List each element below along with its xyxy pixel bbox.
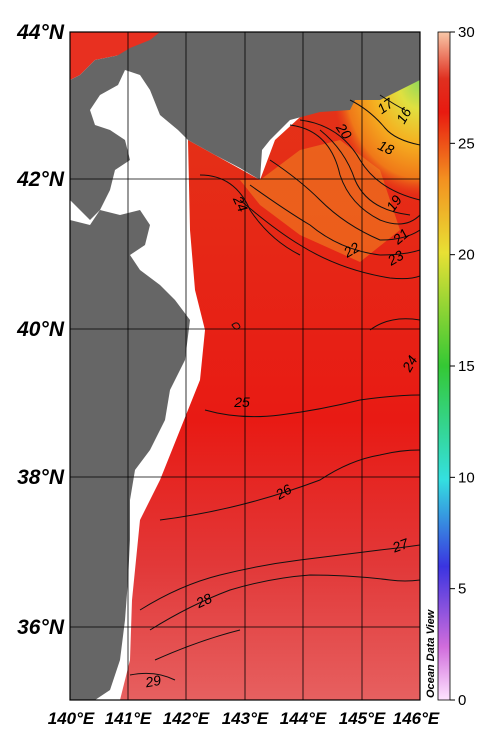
contour-label-25: 25 xyxy=(233,394,250,410)
contour-label-16: 16 xyxy=(393,105,415,127)
colorbar-label-10: 10 xyxy=(458,469,475,486)
lat-label-36: 36°N xyxy=(17,616,65,639)
colorbar-label-20: 20 xyxy=(458,247,475,264)
contour-label-18: 18 xyxy=(376,137,397,158)
contour-label-28: 28 xyxy=(193,590,215,612)
lon-label-145: 145°E xyxy=(339,709,386,728)
lon-label-143: 143°E xyxy=(222,709,269,728)
colorbar-ticks: 30 25 20 15 10 5 0 xyxy=(450,24,475,709)
contour-label-26: 26 xyxy=(272,481,295,503)
orange-band xyxy=(240,140,400,262)
colorbar xyxy=(437,31,451,701)
lat-label-40: 40°N xyxy=(16,318,65,341)
colorbar-label-25: 25 xyxy=(458,135,475,152)
contour-label-29: 29 xyxy=(143,672,162,691)
colorbar-label-5: 5 xyxy=(458,581,466,598)
land-hokkaido xyxy=(110,32,420,180)
contour-label-20: 20 xyxy=(333,119,356,142)
contour-label-23: 23 xyxy=(384,247,407,269)
lat-label-38: 38°N xyxy=(17,466,65,489)
lon-label-144: 144°E xyxy=(280,709,327,728)
map-frame xyxy=(69,31,421,701)
colorbar-label-0: 0 xyxy=(458,692,466,709)
lon-label-142: 142°E xyxy=(163,709,210,728)
contour-label-27: 27 xyxy=(389,535,411,556)
colorbar-label-30: 30 xyxy=(458,24,475,41)
odv-credit: Ocean Data View xyxy=(425,608,437,698)
contour-label-24: 24 xyxy=(398,353,420,376)
graticule xyxy=(70,32,420,700)
lon-label-140: 140°E xyxy=(48,709,95,728)
contour-lines xyxy=(129,94,420,681)
lat-label-42: 42°N xyxy=(16,168,65,191)
land-honshu xyxy=(70,210,190,700)
lon-label-141: 141°E xyxy=(105,709,152,728)
colorbar-label-15: 15 xyxy=(458,358,475,375)
contour-label-24: 24 xyxy=(230,193,252,215)
lat-label-44: 44°N xyxy=(16,21,65,44)
contour-label-22: 22 xyxy=(340,239,363,261)
lon-label-146: 146°E xyxy=(393,709,440,728)
